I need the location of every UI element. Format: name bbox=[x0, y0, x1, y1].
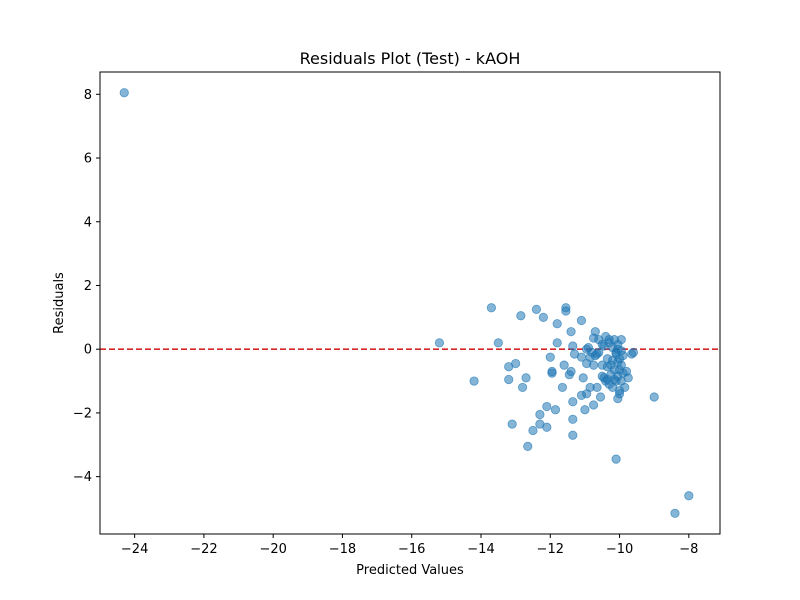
data-point bbox=[649, 392, 659, 402]
x-tick-label: −18 bbox=[329, 542, 356, 557]
data-point bbox=[578, 373, 588, 383]
x-tick-label: −14 bbox=[467, 542, 494, 557]
x-axis-label: Predicted Values bbox=[356, 563, 464, 578]
x-tick-label: −24 bbox=[121, 542, 148, 557]
data-point bbox=[547, 366, 557, 377]
axes-frame bbox=[99, 71, 721, 535]
data-point bbox=[552, 338, 562, 348]
data-point bbox=[119, 88, 129, 98]
x-tick-label: −16 bbox=[398, 542, 425, 557]
plot-area bbox=[100, 88, 720, 518]
data-point bbox=[608, 382, 618, 393]
data-point bbox=[469, 376, 479, 386]
data-point bbox=[521, 373, 531, 383]
y-tick-label: 2 bbox=[84, 279, 92, 294]
data-point bbox=[597, 339, 607, 350]
data-point bbox=[599, 373, 609, 383]
data-point bbox=[561, 306, 571, 316]
y-axis: −4 −2 0 2 4 6 8 bbox=[73, 88, 100, 485]
data-point bbox=[576, 315, 587, 326]
data-point bbox=[528, 425, 538, 436]
data-point bbox=[582, 358, 592, 369]
y-tick-label: 4 bbox=[84, 215, 92, 230]
data-point bbox=[592, 382, 602, 393]
data-point bbox=[434, 338, 445, 348]
data-point bbox=[684, 491, 694, 501]
data-point bbox=[535, 409, 545, 420]
data-point bbox=[590, 327, 600, 337]
y-tick-label: 6 bbox=[84, 152, 92, 167]
x-tick-label: −12 bbox=[537, 542, 564, 557]
chart-title: Residuals Plot (Test) - kAOH bbox=[300, 49, 521, 68]
data-point bbox=[568, 397, 578, 407]
data-point bbox=[568, 414, 578, 424]
data-point bbox=[602, 354, 613, 364]
data-point bbox=[580, 405, 590, 415]
data-point bbox=[614, 389, 625, 399]
y-axis-label: Residuals bbox=[52, 272, 67, 334]
y-tick-label: −4 bbox=[73, 470, 92, 485]
data-point bbox=[550, 405, 561, 415]
data-point bbox=[493, 338, 503, 348]
x-axis: −24 −22 −20 −18 −16 −14 −12 −10 −8 bbox=[121, 534, 698, 557]
data-point bbox=[486, 303, 496, 313]
data-point bbox=[611, 454, 621, 464]
data-point bbox=[588, 400, 599, 410]
x-tick-label: −8 bbox=[679, 542, 698, 557]
x-tick-label: −10 bbox=[606, 542, 633, 557]
y-tick-label: 0 bbox=[84, 343, 92, 358]
x-tick-label: −22 bbox=[190, 542, 217, 557]
data-point bbox=[557, 382, 568, 393]
data-point bbox=[531, 304, 542, 314]
data-point bbox=[628, 347, 639, 357]
data-point bbox=[507, 419, 517, 429]
data-point bbox=[542, 401, 552, 412]
data-point bbox=[538, 312, 548, 322]
x-tick-label: −20 bbox=[259, 542, 286, 557]
data-point bbox=[552, 319, 562, 329]
data-point bbox=[517, 382, 528, 393]
data-point bbox=[576, 352, 587, 362]
data-point bbox=[545, 352, 555, 362]
data-point bbox=[620, 382, 630, 393]
data-point bbox=[542, 422, 552, 432]
data-point bbox=[516, 311, 526, 321]
data-point bbox=[566, 366, 576, 377]
data-point bbox=[616, 335, 626, 345]
data-point bbox=[568, 430, 578, 440]
data-point bbox=[566, 327, 576, 337]
y-tick-label: 8 bbox=[84, 88, 92, 103]
data-point bbox=[523, 441, 533, 451]
data-point bbox=[559, 360, 569, 370]
data-point bbox=[568, 341, 578, 351]
data-point bbox=[504, 374, 514, 385]
data-point bbox=[576, 390, 587, 400]
data-point bbox=[595, 392, 606, 402]
data-point bbox=[623, 373, 633, 383]
y-tick-label: −2 bbox=[73, 406, 92, 421]
data-point bbox=[670, 508, 680, 518]
data-point bbox=[613, 344, 623, 354]
data-point bbox=[511, 358, 521, 369]
data-point bbox=[616, 360, 626, 370]
